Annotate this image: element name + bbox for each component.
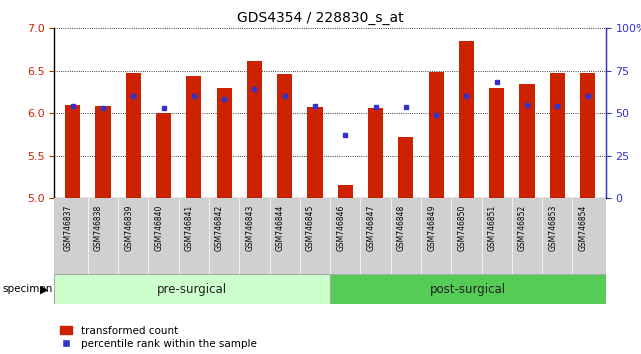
Text: GSM746852: GSM746852 [518, 204, 527, 251]
Text: GSM746845: GSM746845 [306, 204, 315, 251]
Bar [429, 73, 444, 198]
Text: GSM746846: GSM746846 [337, 204, 345, 251]
Bar [489, 88, 504, 198]
Text: GSM746849: GSM746849 [427, 204, 436, 251]
Bar [96, 107, 110, 198]
Text: GSM746840: GSM746840 [154, 204, 163, 251]
Bar [398, 137, 413, 198]
Bar [65, 105, 80, 198]
Text: GDS4354 / 228830_s_at: GDS4354 / 228830_s_at [237, 11, 404, 25]
Text: GSM746842: GSM746842 [215, 204, 224, 251]
Text: pre-surgical: pre-surgical [157, 283, 228, 296]
Legend: transformed count, percentile rank within the sample: transformed count, percentile rank withi… [60, 326, 256, 349]
Bar [550, 73, 565, 198]
Bar [338, 185, 353, 198]
Text: ▶: ▶ [40, 284, 49, 295]
Bar [308, 107, 322, 198]
Bar [187, 76, 201, 198]
Text: GSM746850: GSM746850 [458, 204, 467, 251]
Text: GSM746844: GSM746844 [276, 204, 285, 251]
Bar [368, 108, 383, 198]
Text: GSM746841: GSM746841 [185, 204, 194, 251]
Bar [54, 274, 330, 304]
Text: GSM746843: GSM746843 [246, 204, 254, 251]
Text: GSM746837: GSM746837 [63, 204, 72, 251]
Text: GSM746839: GSM746839 [124, 204, 133, 251]
Text: specimen: specimen [2, 284, 53, 295]
Bar [277, 74, 292, 198]
Bar [580, 73, 595, 198]
Text: GSM746847: GSM746847 [367, 204, 376, 251]
Text: GSM746854: GSM746854 [579, 204, 588, 251]
Text: GSM746853: GSM746853 [548, 204, 557, 251]
Bar [217, 88, 231, 198]
Text: GSM746848: GSM746848 [397, 204, 406, 251]
Text: GSM746838: GSM746838 [94, 204, 103, 251]
Bar [247, 61, 262, 198]
Bar [156, 113, 171, 198]
Bar [459, 41, 474, 198]
Text: GSM746851: GSM746851 [488, 204, 497, 251]
Bar [519, 84, 535, 198]
Text: post-surgical: post-surgical [430, 283, 506, 296]
Bar [330, 274, 606, 304]
Bar [126, 73, 141, 198]
